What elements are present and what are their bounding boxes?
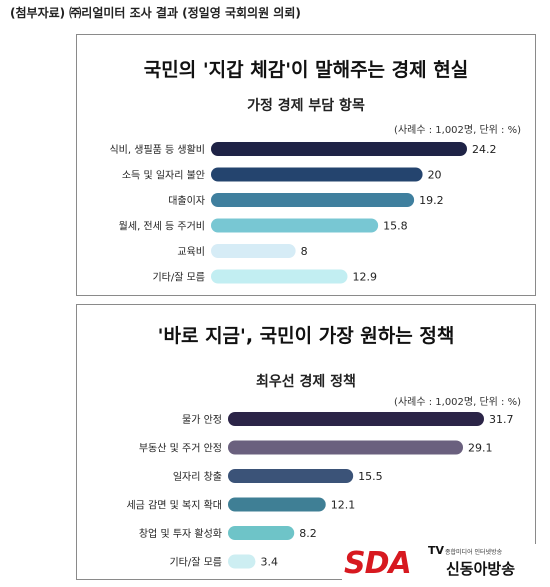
logo-tv: TV [428, 544, 445, 557]
sample-note: (사례수 : 1,002명, 단위 : %) [394, 125, 521, 136]
bar [211, 193, 415, 207]
bar [211, 269, 348, 284]
category-label: 교육비 [177, 246, 205, 258]
bar [228, 412, 484, 426]
chart-panel-priority-policy: '바로 지금', 국민이 가장 원하는 정책 최우선 경제 정책 (사례수 : … [76, 304, 536, 580]
logo-name: 신동아방송 [446, 560, 516, 578]
category-label: 소득 및 일자리 불안 [122, 170, 205, 182]
value-label: 19.2 [419, 194, 444, 207]
category-label: 식비, 생필품 등 생활비 [109, 143, 205, 156]
category-label: 창업 및 투자 활성화 [139, 527, 222, 540]
bar [228, 526, 295, 540]
category-label: 월세, 전세 등 주거비 [119, 221, 205, 233]
panel-title: '바로 지금', 국민이 가장 원하는 정책 [157, 325, 455, 347]
value-label: 12.9 [352, 271, 377, 284]
chart-subtitle: 최우선 경제 정책 [256, 374, 356, 390]
value-label: 29.1 [468, 442, 493, 455]
bar [211, 218, 379, 233]
bar [228, 497, 326, 512]
category-label: 기타/잘 모름 [152, 272, 205, 284]
bar [228, 440, 464, 455]
value-label: 20 [428, 169, 442, 182]
logo-tagline: 종합미디어 인터넷방송 [445, 549, 503, 556]
category-label: 세금 감면 및 복지 확대 [126, 500, 222, 512]
bar [211, 142, 467, 156]
bar [211, 244, 296, 258]
category-label: 물가 안정 [182, 414, 222, 426]
bar-chart-household-burden: 식비, 생필품 등 생활비 24.2 소득 및 일자리 불안 20 대출이자 19.2 월세… [109, 142, 497, 284]
value-label: 15.5 [358, 470, 383, 483]
value-label: 8 [301, 245, 308, 258]
value-label: 8.2 [299, 527, 317, 540]
value-label: 31.7 [489, 413, 514, 426]
value-label: 24.2 [472, 143, 497, 156]
chart-subtitle: 가정 경제 부담 항목 [247, 98, 365, 114]
chart-panel-household-burden: 국민의 '지갑 체감'이 말해주는 경제 현실 가정 경제 부담 항목 (사례수… [76, 34, 536, 296]
broadcaster-logo: SDA TV 종합미디어 인터넷방송 신동아방송 [342, 544, 547, 582]
value-label: 15.8 [383, 220, 408, 233]
attachment-caption: (첨부자료) ㈜리얼미터 조사 결과 (정일영 국회의원 의뢰) [10, 6, 301, 20]
value-label: 12.1 [331, 499, 356, 512]
bar-chart-priority-policy: 물가 안정 31.7 부동산 및 주거 안정 29.1 일자리 창출 15.5 세금 감면 … [126, 412, 514, 569]
logo-brand: SDA [344, 546, 412, 581]
category-label: 일자리 창출 [173, 471, 222, 483]
category-label: 기타/잘 모름 [169, 557, 222, 569]
bar [228, 554, 256, 569]
bar [211, 167, 423, 182]
value-label: 3.4 [260, 556, 278, 569]
category-label: 대출이자 [168, 195, 205, 207]
sample-note: (사례수 : 1,002명, 단위 : %) [394, 397, 521, 408]
category-label: 부동산 및 주거 안정 [139, 443, 222, 455]
panel-title: 국민의 '지갑 체감'이 말해주는 경제 현실 [143, 59, 469, 81]
bar [228, 469, 354, 483]
